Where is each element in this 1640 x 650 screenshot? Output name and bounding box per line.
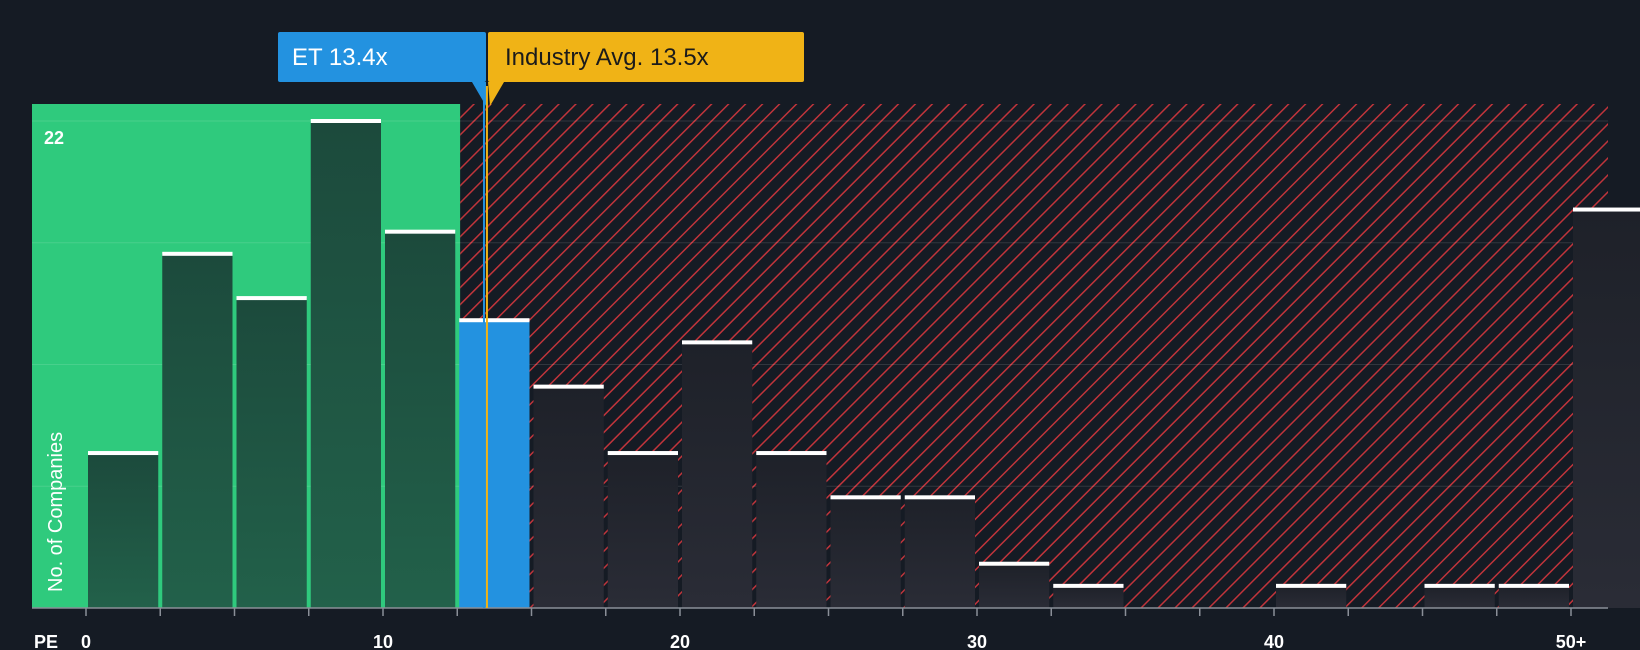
bar-cap bbox=[1053, 583, 1124, 588]
bar-cap bbox=[459, 318, 530, 323]
x-tick-label: 30 bbox=[967, 632, 987, 650]
bar-cap bbox=[88, 451, 159, 456]
bar-cap bbox=[1424, 583, 1495, 588]
histogram-bar bbox=[979, 563, 1050, 608]
x-axis-label: PE bbox=[34, 632, 58, 650]
histogram-bars bbox=[88, 119, 1640, 608]
industry-label-box bbox=[488, 32, 804, 82]
bar-cap bbox=[904, 495, 975, 500]
histogram-bar bbox=[682, 342, 753, 608]
histogram-bar bbox=[1573, 209, 1640, 608]
histogram-bar bbox=[310, 121, 381, 608]
histogram-bar bbox=[459, 320, 530, 608]
x-tick-label: 10 bbox=[373, 632, 393, 650]
histogram-bar bbox=[533, 386, 604, 608]
bar-cap bbox=[310, 119, 381, 123]
x-axis-ticks: 0 10 20 30 40 50+ bbox=[81, 608, 1586, 650]
bar-cap bbox=[236, 296, 307, 301]
histogram-bar bbox=[1276, 585, 1347, 608]
bar-cap bbox=[385, 229, 456, 234]
company-pointer bbox=[472, 82, 486, 106]
histogram-bar bbox=[607, 453, 678, 608]
histogram-bar bbox=[385, 231, 456, 608]
histogram-bar bbox=[830, 497, 901, 608]
bar-cap bbox=[756, 451, 827, 456]
bar-cap bbox=[979, 561, 1050, 566]
x-tick-label: 20 bbox=[670, 632, 690, 650]
industry-marker: Industry Avg. 13.5x bbox=[485, 32, 804, 608]
y-axis-label: No. of Companies bbox=[45, 432, 67, 592]
company-label-box bbox=[278, 32, 486, 82]
histogram-bar bbox=[756, 453, 827, 608]
histogram-bar bbox=[1424, 585, 1495, 608]
bar-cap bbox=[162, 251, 233, 256]
company-label: ET 13.4x bbox=[292, 44, 388, 71]
bar-cap bbox=[1276, 583, 1347, 588]
histogram-bar bbox=[1053, 585, 1124, 608]
histogram-bar bbox=[236, 298, 307, 608]
bar-cap bbox=[682, 340, 753, 345]
histogram-bar bbox=[88, 453, 159, 608]
x-tick-label: 50+ bbox=[1556, 632, 1587, 650]
bar-cap bbox=[607, 451, 678, 456]
company-marker: ET 13.4x bbox=[278, 32, 486, 608]
bar-cap bbox=[1573, 207, 1640, 212]
industry-pointer bbox=[488, 82, 504, 106]
histogram-bar bbox=[904, 497, 975, 608]
industry-label: Industry Avg. 13.5x bbox=[505, 44, 709, 71]
histogram-bar bbox=[1498, 585, 1569, 608]
bar-cap bbox=[830, 495, 901, 500]
bar-cap bbox=[533, 384, 604, 389]
x-tick-label: 40 bbox=[1264, 632, 1284, 650]
y-top-label: 22 bbox=[44, 128, 64, 148]
histogram-bar bbox=[162, 253, 233, 608]
bar-cap bbox=[1498, 583, 1569, 588]
x-tick-label: 0 bbox=[81, 632, 91, 650]
